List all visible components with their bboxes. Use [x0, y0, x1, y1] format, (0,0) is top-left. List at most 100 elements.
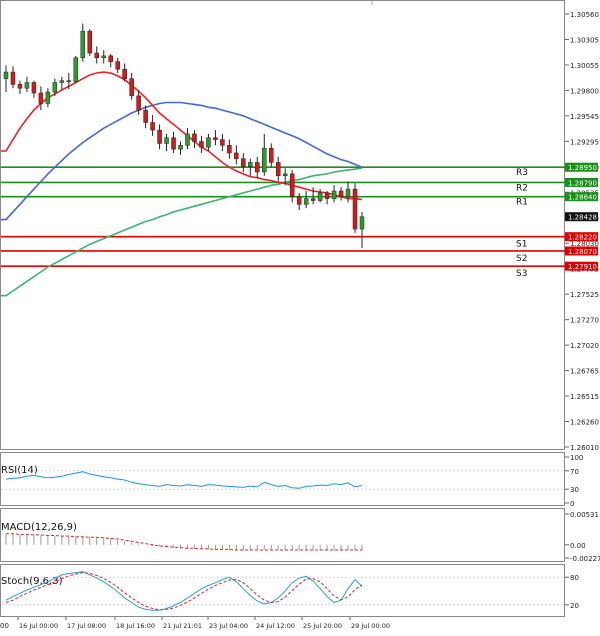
time-tick-label: 16 Jul 00:00 — [19, 622, 58, 630]
level-price-box-s1 — [565, 232, 598, 242]
sub-tick-label: 0.00531 — [570, 511, 599, 519]
current-price-label: 1.28428 — [568, 214, 597, 222]
time-tick-label: 25 Jul 20:00 — [303, 622, 342, 630]
price-tick-label: 1.29545 — [570, 113, 599, 121]
candle-body — [241, 158, 246, 167]
candle-body — [282, 173, 288, 177]
price-tick-label: 1.26765 — [570, 368, 599, 376]
main-pane — [0, 0, 565, 450]
stoch-label: Stoch(9,6,3) — [1, 576, 63, 587]
sub-tick-label: 70 — [570, 468, 579, 476]
candle-body — [94, 52, 99, 59]
price-tick-label: 1.28030 — [570, 240, 599, 248]
time-tick-label: 17 Jul 08:00 — [67, 622, 106, 630]
rsi-pane — [0, 452, 565, 506]
time-tick-label: 29 Jul 00:00 — [351, 622, 390, 630]
candle-body — [338, 190, 344, 197]
current-price-box — [565, 212, 598, 222]
sub-tick-label: 0 — [570, 500, 574, 508]
stoch-pane — [0, 564, 565, 617]
candle-body — [255, 162, 260, 173]
time-tick-label: 24 Jul 12:00 — [256, 622, 295, 630]
candle-body — [129, 78, 134, 97]
sub-tick-label: 20 — [570, 602, 579, 610]
candle-body — [3, 71, 9, 79]
sub-tick-label: 0.00 — [570, 542, 586, 550]
candle-body — [317, 192, 323, 201]
level-name-r3: R3 — [516, 168, 528, 178]
level-price-label-r1: 1.28640 — [568, 194, 597, 202]
ma-blue-line — [1, 101, 363, 221]
candle-body — [303, 198, 309, 205]
candle-body — [324, 192, 330, 199]
stoch-k-line — [5, 571, 363, 611]
sub-tick-label: 80 — [570, 574, 579, 582]
candle-body — [17, 84, 23, 89]
candle-body — [150, 122, 155, 131]
time-tick-label: 23 Jul 04:00 — [209, 622, 248, 630]
candle-body — [87, 30, 93, 54]
candle-body — [185, 133, 190, 146]
candle-body — [52, 82, 58, 93]
rsi-label: RSI(14) — [1, 465, 38, 476]
level-price-box-r2 — [565, 177, 598, 187]
candle-body — [192, 133, 197, 142]
level-price-label-s1: 1.28220 — [568, 234, 597, 242]
sub-tick-label: -0.002275 — [570, 555, 600, 563]
candle-body — [262, 147, 267, 173]
candle-body — [227, 145, 232, 154]
level-price-box-r1 — [565, 192, 598, 202]
candle-body — [66, 80, 72, 82]
level-price-box-r3 — [565, 162, 598, 172]
ma-red-line — [1, 71, 363, 201]
price-tick-label: 1.27270 — [570, 317, 599, 325]
level-price-label-r2: 1.28790 — [568, 179, 597, 187]
candle-body — [164, 137, 169, 144]
time-label-edge: 00 — [0, 622, 9, 630]
level-price-label-r3: 1.28950 — [568, 164, 597, 172]
candle-body — [24, 82, 30, 89]
candle-body — [310, 198, 316, 201]
price-tick-label: 1.30560 — [570, 11, 599, 19]
level-name-s1: S1 — [516, 240, 527, 250]
candle-body — [45, 91, 51, 104]
candle-body — [73, 57, 79, 82]
candle-body — [38, 92, 44, 104]
candle-body — [331, 190, 337, 199]
price-tick-label: 1.26010 — [570, 444, 599, 452]
candle-body — [359, 216, 365, 230]
candle-body — [289, 173, 295, 197]
time-tick-label: 21 Jul 21:01 — [163, 622, 202, 630]
candle-body — [275, 162, 281, 177]
level-name-r1: R1 — [516, 198, 528, 208]
price-tick-label: 1.30305 — [570, 36, 599, 44]
price-tick-label: 1.27525 — [570, 291, 599, 299]
price-tick-label: 1.30055 — [570, 62, 599, 70]
candle-body — [296, 196, 302, 205]
candle-body — [10, 71, 16, 85]
candle-body — [108, 55, 113, 62]
candle-body — [101, 55, 106, 59]
candle-body — [213, 137, 218, 140]
level-price-box-s3 — [565, 261, 598, 271]
candle-body — [115, 61, 120, 70]
rsi-line — [5, 471, 363, 489]
price-tick-label: 1.26515 — [570, 393, 599, 401]
candle-body — [352, 188, 358, 230]
candle-body — [199, 141, 204, 148]
candle-body — [136, 95, 141, 111]
level-name-s3: S3 — [516, 269, 527, 279]
candle-body — [220, 139, 225, 146]
candle-body — [206, 137, 211, 148]
macd-signal-line — [6, 533, 362, 551]
level-name-s2: S2 — [516, 254, 527, 264]
macd-label: MACD(12,26,9) — [1, 522, 77, 533]
level-name-r2: R2 — [516, 183, 528, 193]
candle-body — [171, 137, 176, 150]
price-tick-label: 1.29800 — [570, 87, 599, 95]
candle-body — [59, 80, 65, 83]
candle-body — [122, 68, 127, 79]
price-tick-label: 1.26260 — [570, 419, 599, 427]
